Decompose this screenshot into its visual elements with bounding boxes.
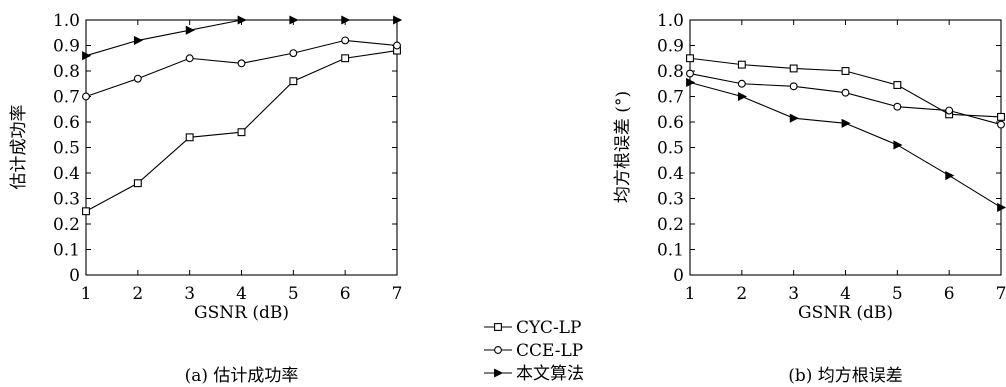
data-point-triangle-right bbox=[289, 15, 299, 25]
data-point-circle bbox=[393, 41, 401, 50]
data-point-circle bbox=[686, 69, 694, 78]
legend-label: 本文算法 bbox=[516, 364, 584, 384]
x-axis-label: GSNR (dB) bbox=[194, 303, 289, 323]
series-line-triangle-right bbox=[85, 19, 397, 57]
data-point-square bbox=[289, 77, 298, 86]
y-tick-label: 0.5 bbox=[53, 139, 80, 159]
data-point-square bbox=[237, 128, 246, 137]
data-point-circle bbox=[841, 88, 850, 97]
x-tick-label: 5 bbox=[288, 284, 299, 304]
x-tick-label: 3 bbox=[184, 284, 195, 304]
y-tick-label: 0.8 bbox=[657, 62, 684, 82]
y-tick-label: 0.9 bbox=[657, 37, 684, 57]
x-tick-label: 1 bbox=[685, 284, 696, 304]
y-tick-label: 0 bbox=[69, 266, 80, 286]
y-axis-label: 估计成功率 bbox=[9, 105, 29, 190]
x-tick-label: 4 bbox=[840, 284, 851, 304]
legend-marker-square bbox=[494, 323, 502, 331]
y-tick-label: 0.2 bbox=[657, 215, 684, 235]
x-tick-label: 2 bbox=[132, 284, 143, 304]
y-tick-label: 0.6 bbox=[657, 113, 684, 133]
y-tick-label: 0.7 bbox=[657, 88, 684, 108]
data-point-square bbox=[686, 54, 694, 63]
legend: CYC-LP CCE-LP 本文算法 bbox=[484, 318, 584, 384]
data-point-square bbox=[82, 207, 90, 216]
data-point-triangle-right bbox=[133, 35, 144, 45]
data-point-triangle-right bbox=[82, 51, 92, 61]
legend-marker-circle bbox=[494, 346, 502, 354]
data-point-triangle-right bbox=[841, 118, 851, 128]
plot-frame bbox=[85, 19, 398, 276]
data-point-square bbox=[341, 54, 350, 63]
data-point-circle bbox=[945, 106, 954, 115]
data-point-circle bbox=[737, 79, 746, 88]
data-point-circle bbox=[237, 59, 246, 68]
y-tick-label: 0.9 bbox=[53, 37, 80, 57]
data-point-circle bbox=[997, 120, 1005, 129]
y-tick-label: 0.3 bbox=[657, 190, 684, 210]
data-point-circle bbox=[341, 36, 350, 45]
y-tick-label: 1.0 bbox=[657, 11, 684, 31]
data-point-square bbox=[133, 179, 142, 188]
x-tick-label: 2 bbox=[736, 284, 747, 304]
y-tick-label: 0.1 bbox=[53, 241, 80, 261]
chart-panel-0: 0 0.1 0.2 0.3 0.4 0.5 0.6 0.7 0.8 0.9 1.0 1 2 3 4 5 6 7 GS… bbox=[9, 11, 402, 386]
x-axis-label: GSNR (dB) bbox=[798, 303, 893, 323]
legend-label: CCE-LP bbox=[516, 341, 583, 361]
series-line-circle bbox=[85, 39, 398, 98]
series-line-circle bbox=[689, 73, 1002, 126]
y-tick-label: 0 bbox=[673, 266, 684, 286]
series-line-triangle-right bbox=[689, 81, 1002, 208]
data-point-square bbox=[789, 64, 798, 73]
x-tick-label: 6 bbox=[340, 284, 351, 304]
y-tick-label: 0.5 bbox=[657, 139, 684, 159]
data-point-circle bbox=[133, 74, 142, 83]
data-point-triangle-right bbox=[341, 15, 351, 25]
data-point-triangle-right bbox=[686, 77, 696, 88]
x-tick-label: 5 bbox=[892, 284, 903, 304]
data-point-square bbox=[185, 133, 194, 142]
data-point-triangle-right bbox=[185, 25, 195, 35]
y-axis-label: 均方根误差 (°) bbox=[613, 91, 633, 203]
data-point-circle bbox=[289, 49, 298, 58]
y-tick-label: 0.2 bbox=[53, 215, 80, 235]
data-point-triangle-right bbox=[237, 15, 247, 25]
data-point-circle bbox=[893, 102, 902, 111]
y-tick-label: 0.4 bbox=[657, 164, 684, 184]
y-tick-label: 0.4 bbox=[53, 164, 80, 184]
data-point-square bbox=[737, 60, 746, 69]
data-point-circle bbox=[185, 54, 194, 63]
data-point-triangle-right bbox=[789, 113, 799, 123]
legend-marker-triangle-right bbox=[494, 368, 504, 378]
chart-panel-1: 0 0.1 0.2 0.3 0.4 0.5 0.6 0.7 0.8 0.9 1.0 1 2 3 4 5 6 7 GS… bbox=[613, 11, 1006, 386]
data-point-circle bbox=[789, 82, 798, 91]
data-point-square bbox=[997, 112, 1005, 121]
x-tick-label: 1 bbox=[81, 284, 92, 304]
data-point-square bbox=[841, 67, 850, 75]
data-point-circle bbox=[82, 92, 90, 101]
y-tick-label: 0.7 bbox=[53, 88, 80, 108]
chart-caption: (a) 估计成功率 bbox=[185, 366, 299, 386]
y-tick-label: 0.3 bbox=[53, 190, 80, 210]
chart-caption: (b) 均方根误差 bbox=[788, 366, 903, 386]
y-tick-label: 1.0 bbox=[53, 11, 80, 31]
y-tick-label: 0.1 bbox=[657, 241, 684, 261]
x-tick-label: 7 bbox=[996, 284, 1006, 304]
x-tick-label: 7 bbox=[392, 284, 403, 304]
x-tick-label: 3 bbox=[788, 284, 799, 304]
data-point-square bbox=[893, 81, 902, 89]
legend-label: CYC-LP bbox=[516, 318, 581, 338]
data-point-triangle-right bbox=[945, 171, 955, 181]
data-point-triangle-right bbox=[997, 202, 1006, 212]
x-tick-label: 4 bbox=[236, 284, 247, 304]
plot-frame bbox=[689, 19, 1002, 276]
data-point-triangle-right bbox=[893, 140, 903, 150]
data-point-triangle-right bbox=[737, 91, 748, 102]
y-tick-label: 0.8 bbox=[53, 62, 80, 82]
data-point-triangle-right bbox=[393, 15, 403, 25]
y-tick-label: 0.6 bbox=[53, 113, 80, 133]
series-line-square bbox=[689, 57, 1002, 118]
x-tick-label: 6 bbox=[944, 284, 955, 304]
